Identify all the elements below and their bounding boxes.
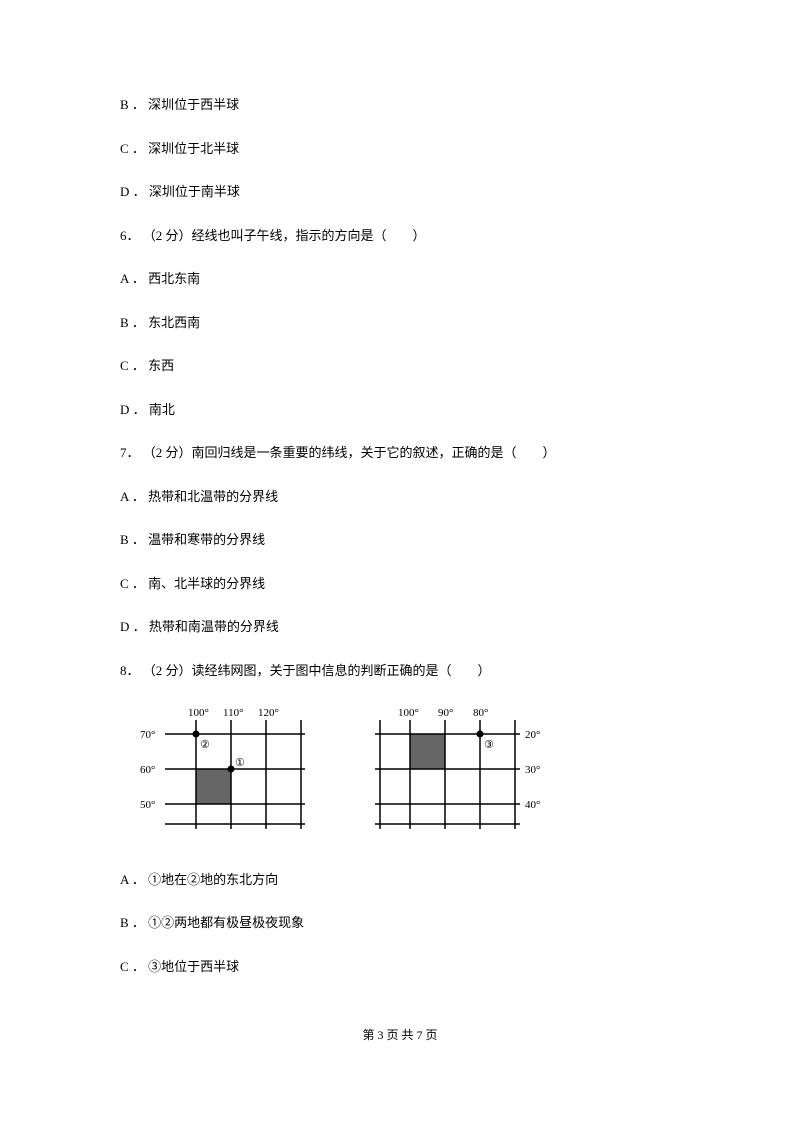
d2-top-label-0: 100°	[398, 707, 419, 719]
q7-option-a: A ． 热带和北温带的分界线	[120, 487, 680, 507]
d1-point-2-label: ②	[200, 739, 210, 751]
diagram-container: 100° 110° 120° 70° 60° 50°	[140, 704, 680, 840]
diagram-1: 100° 110° 120° 70° 60° 50°	[140, 704, 315, 840]
question-6: 6． （2 分）经线也叫子午线，指示的方向是（ ）	[120, 226, 680, 246]
d1-left-label-0: 70°	[140, 729, 155, 741]
option-b: B ． 深圳位于西半球	[120, 95, 680, 115]
d1-left-label-2: 50°	[140, 799, 155, 811]
q8-option-b: B ． ①②两地都有极昼极夜现象	[120, 913, 680, 933]
d2-right-label-0: 20°	[525, 729, 540, 741]
document-page: B ． 深圳位于西半球 C ． 深圳位于北半球 D ． 深圳位于南半球 6． （…	[0, 0, 800, 1074]
d2-right-label-1: 30°	[525, 764, 540, 776]
q6-option-b: B ． 东北西南	[120, 313, 680, 333]
d2-point-3-label: ③	[484, 739, 494, 751]
d1-point-2	[193, 731, 200, 738]
d2-top-label-2: 80°	[473, 707, 488, 719]
q7-option-d: D ． 热带和南温带的分界线	[120, 617, 680, 637]
d1-point-1	[228, 766, 235, 773]
d1-top-label-2: 120°	[258, 707, 279, 719]
page-footer: 第 3 页 共 7 页	[120, 1026, 680, 1044]
q6-option-d: D ． 南北	[120, 400, 680, 420]
question-7: 7． （2 分）南回归线是一条重要的纬线，关于它的叙述，正确的是（ ）	[120, 443, 680, 463]
question-8: 8． （2 分）读经纬网图，关于图中信息的判断正确的是（ ）	[120, 661, 680, 681]
option-c: C ． 深圳位于北半球	[120, 139, 680, 159]
d1-top-label-0: 100°	[188, 707, 209, 719]
d2-shaded-cell	[410, 734, 445, 769]
q8-option-c: C ． ③地位于西半球	[120, 957, 680, 977]
d1-top-label-1: 110°	[223, 707, 244, 719]
q8-option-a: A ． ①地在②地的东北方向	[120, 870, 680, 890]
d2-right-label-2: 40°	[525, 799, 540, 811]
d1-shaded-cell	[196, 769, 231, 804]
q6-option-a: A ． 西北东南	[120, 269, 680, 289]
d1-left-label-1: 60°	[140, 764, 155, 776]
q7-option-b: B ． 温带和寒带的分界线	[120, 530, 680, 550]
q7-option-c: C ． 南、北半球的分界线	[120, 574, 680, 594]
d2-top-label-1: 90°	[438, 707, 453, 719]
d2-point-3	[477, 731, 484, 738]
option-d: D ． 深圳位于南半球	[120, 182, 680, 202]
q6-option-c: C ． 东西	[120, 356, 680, 376]
d1-point-1-label: ①	[235, 757, 245, 769]
diagram-2: 100° 90° 80° 20° 30° 40°	[370, 704, 545, 840]
